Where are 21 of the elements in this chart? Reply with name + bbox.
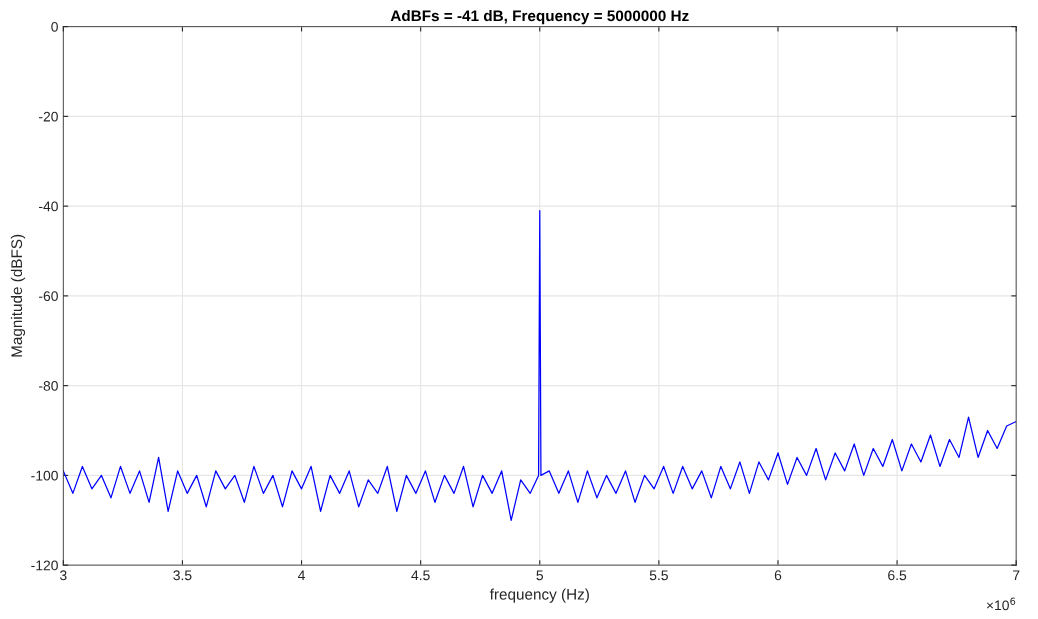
x-tick-label: 6 [774,570,782,581]
y-tick-label: 0 [51,21,58,32]
x-tick-label: 3.5 [173,570,192,581]
y-tick-label: -100 [31,470,58,481]
y-tick-label: -20 [39,111,58,122]
y-tick-label: -60 [39,291,58,302]
x-tick-label: 4 [298,570,305,581]
chart-title: AdBFs = -41 dB, Frequency = 5000000 Hz [390,9,689,25]
text: ×10$^{6}$ [986,597,1016,611]
x-tick-label: 6.5 [888,570,907,581]
x-tick-label: 5 [536,570,544,581]
x-tick-label: 5.5 [649,570,668,581]
y-tick-label: -40 [39,201,58,212]
y-tick-label: -120 [31,560,58,571]
y-axis-title: Magnitude (dBFS) [10,234,26,357]
line-series [63,209,1017,521]
x-tick-label: 7 [1013,570,1020,581]
x-tick-label: 4.5 [411,570,430,581]
y-tick-label: -80 [39,380,58,391]
x-tick-label: 3 [59,570,67,581]
x-axis-title: frequency (Hz) [489,588,589,603]
